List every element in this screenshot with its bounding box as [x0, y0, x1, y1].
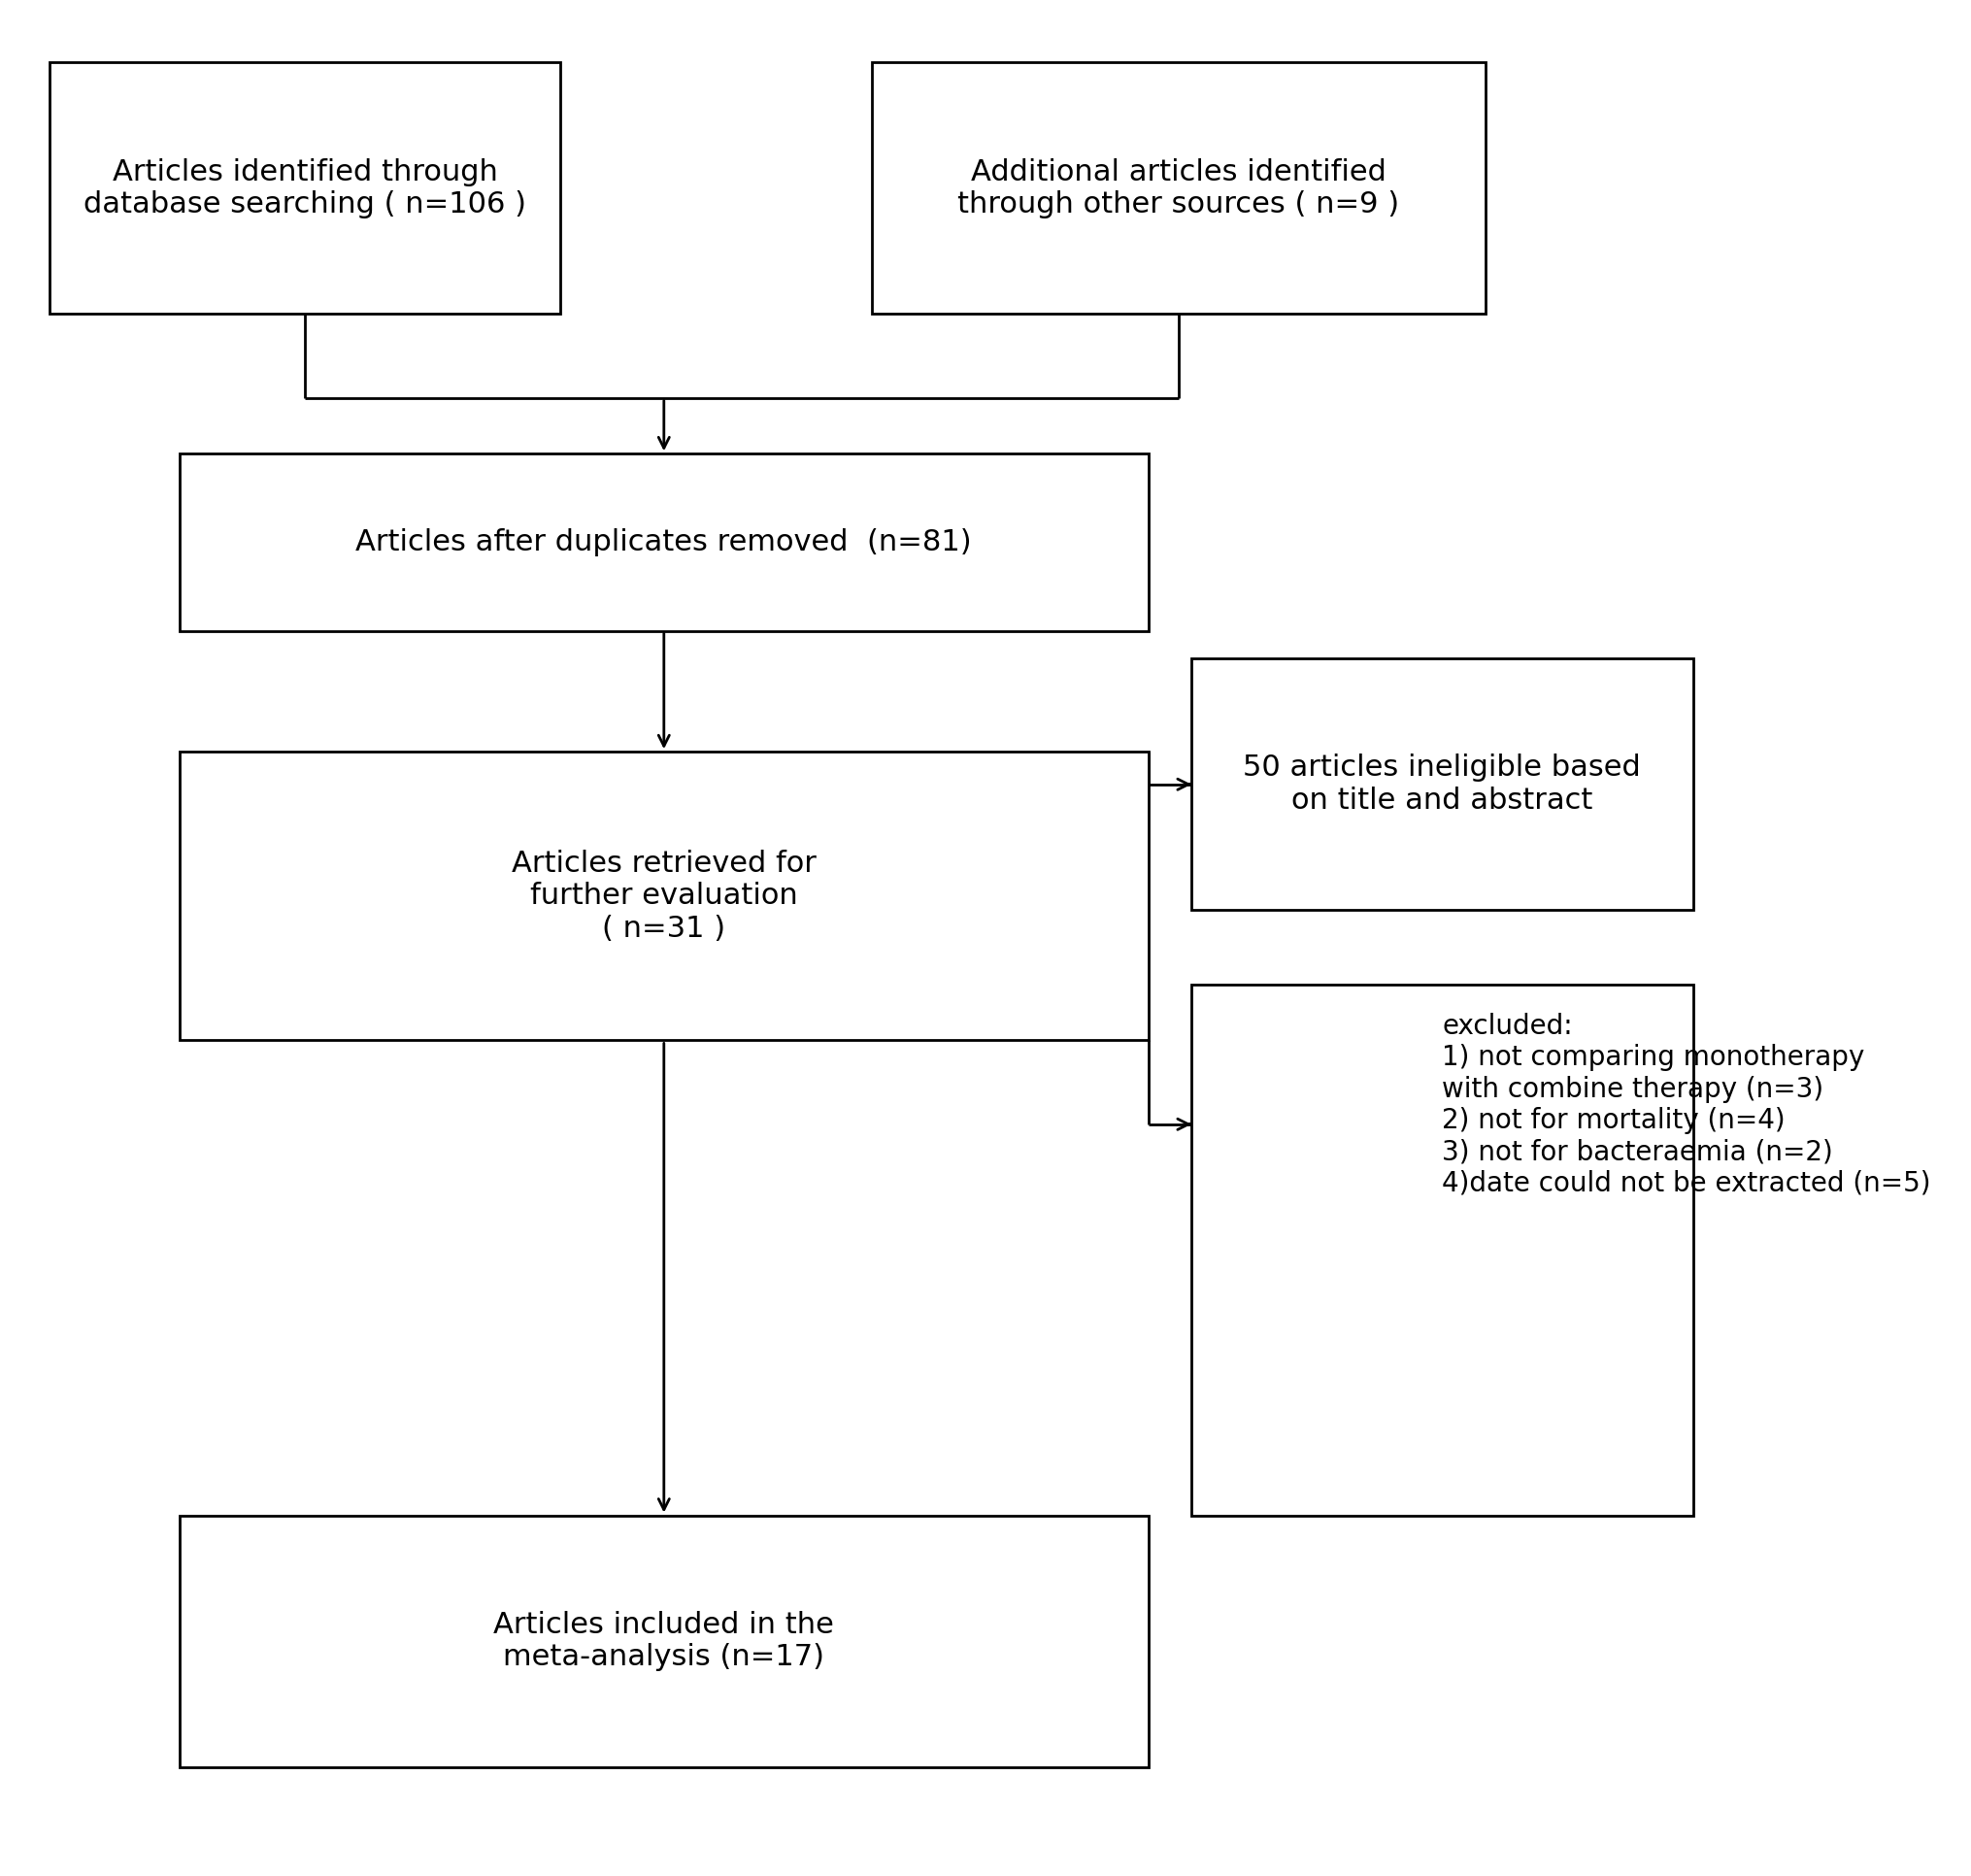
- Text: excluded:
1) not comparing monotherapy
with combine therapy (n=3)
2) not for mor: excluded: 1) not comparing monotherapy w…: [1441, 1013, 1930, 1197]
- FancyBboxPatch shape: [871, 62, 1484, 313]
- Text: 50 articles ineligible based
on title and abstract: 50 articles ineligible based on title an…: [1242, 754, 1640, 814]
- FancyBboxPatch shape: [179, 1516, 1147, 1767]
- Text: Articles identified through
database searching ( n=106 ): Articles identified through database sea…: [83, 158, 526, 219]
- Text: Additional articles identified
through other sources ( n=9 ): Additional articles identified through o…: [958, 158, 1399, 219]
- FancyBboxPatch shape: [49, 62, 560, 313]
- Text: Articles retrieved for
further evaluation
( n=31 ): Articles retrieved for further evaluatio…: [510, 850, 816, 944]
- Text: Articles after duplicates removed  (n=81): Articles after duplicates removed (n=81): [355, 529, 972, 557]
- Text: Articles included in the
meta-analysis (n=17): Articles included in the meta-analysis (…: [493, 1611, 834, 1672]
- FancyBboxPatch shape: [179, 454, 1147, 630]
- FancyBboxPatch shape: [1190, 985, 1691, 1516]
- FancyBboxPatch shape: [179, 752, 1147, 1041]
- FancyBboxPatch shape: [1190, 658, 1691, 910]
